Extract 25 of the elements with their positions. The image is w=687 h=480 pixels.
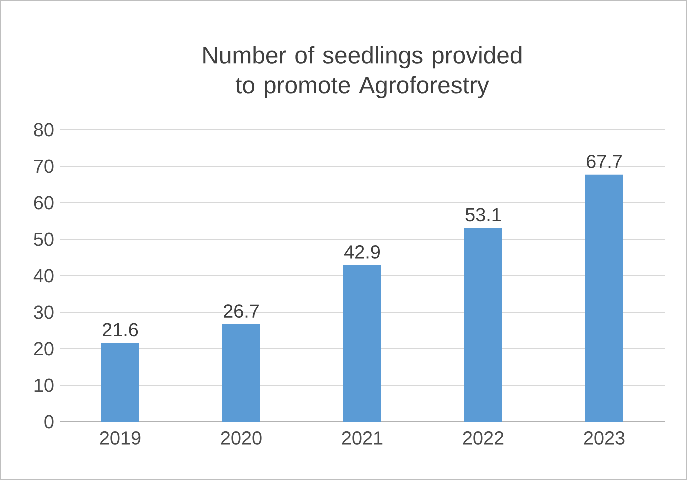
bar bbox=[464, 228, 502, 422]
y-tick-label: 50 bbox=[34, 232, 54, 246]
bar bbox=[586, 174, 624, 422]
y-tick-label: 10 bbox=[34, 378, 54, 392]
x-tick-label: 2020 bbox=[221, 432, 262, 445]
data-label: 53.1 bbox=[466, 208, 501, 222]
bar bbox=[222, 324, 260, 422]
chart-title: Number of seedlings provided to promote Agroforestry bbox=[204, 46, 522, 99]
x-tick-label: 2023 bbox=[584, 432, 625, 445]
y-tick-label: 20 bbox=[34, 342, 54, 356]
y-tick-label: 80 bbox=[34, 123, 54, 137]
data-label: 67.7 bbox=[587, 154, 622, 168]
y-tick-label: 30 bbox=[34, 306, 54, 320]
y-tick-label: 70 bbox=[34, 160, 54, 174]
data-label: 26.7 bbox=[224, 304, 259, 318]
data-label: 42.9 bbox=[344, 245, 380, 259]
data-label: 21.6 bbox=[103, 323, 138, 337]
x-tick-label: 2019 bbox=[100, 432, 141, 445]
x-tick-label: 2022 bbox=[463, 432, 504, 445]
y-tick-label: 0 bbox=[44, 415, 54, 429]
bar bbox=[344, 265, 382, 422]
bar bbox=[102, 343, 140, 422]
y-tick-label: 40 bbox=[34, 269, 54, 283]
x-tick-label: 2021 bbox=[342, 432, 383, 445]
y-tick-label: 60 bbox=[34, 196, 54, 210]
